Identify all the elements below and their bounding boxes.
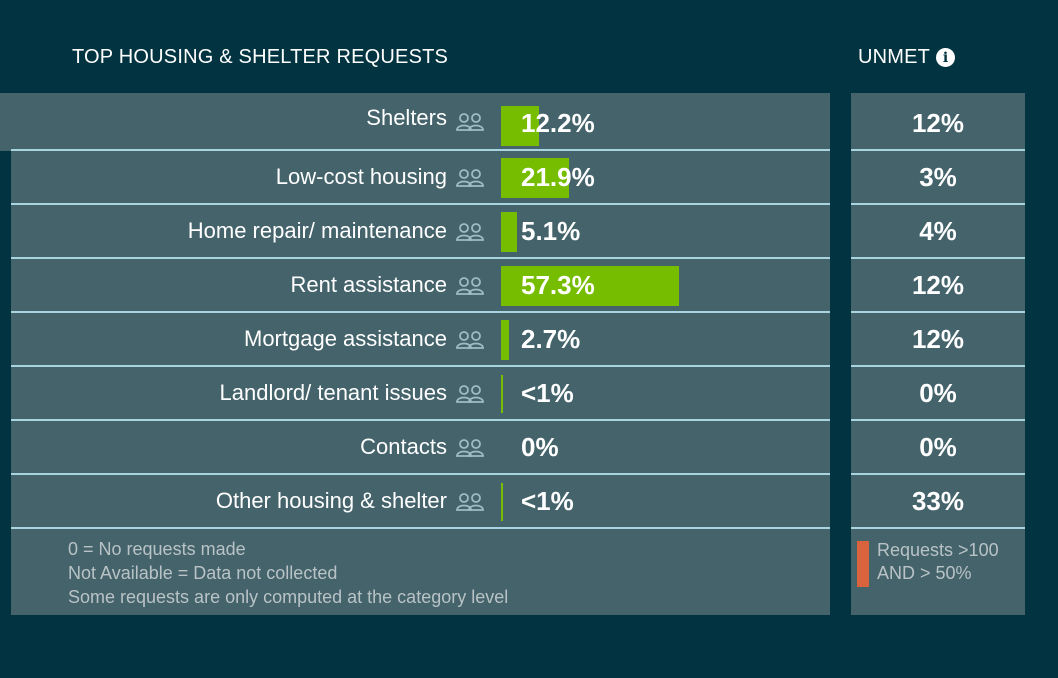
unmet-value: 0% <box>851 367 1025 421</box>
legend-text: Requests >100 AND > 50% <box>877 539 999 587</box>
row-label: Other housing & shelter <box>215 488 447 513</box>
bar <box>501 158 569 198</box>
unmet-value: 12% <box>851 93 1025 151</box>
people-icon <box>455 112 485 132</box>
row-label: Home repair/ maintenance <box>187 218 447 243</box>
bar <box>501 266 679 306</box>
unmet-value: 0% <box>851 421 1025 475</box>
table-row[interactable]: Landlord/ tenant issues <1% <box>11 367 830 421</box>
info-icon[interactable]: i <box>936 48 956 67</box>
table-row[interactable]: Contacts 0% <box>11 421 830 475</box>
page-title: TOP HOUSING & SHELTER REQUESTS <box>72 46 449 68</box>
table-row[interactable]: Shelters 12.2% <box>11 93 830 151</box>
people-icon <box>455 384 485 404</box>
bar-value: 0% <box>521 431 559 462</box>
row-label: Shelters <box>366 105 447 130</box>
row-label: Contacts <box>360 434 447 459</box>
bar-value: 57.3% <box>521 269 595 300</box>
bar-value: <1% <box>521 485 574 516</box>
bar <box>501 320 510 360</box>
footnotes: 0 = No requests made Not Available = Dat… <box>68 537 508 609</box>
bar-value: 2.7% <box>521 323 581 354</box>
footnote-line-3: Some requests are only computed at the c… <box>68 587 509 607</box>
row-label: Landlord/ tenant issues <box>219 380 448 405</box>
table-row[interactable]: Other housing & shelter <1% <box>11 475 830 529</box>
people-icon <box>455 492 485 512</box>
requests-panel: 0 = No requests made Not Available = Dat… <box>11 93 830 615</box>
bar-value: 21.9% <box>521 161 595 192</box>
bar <box>501 375 503 413</box>
panel-left-edge <box>0 93 11 151</box>
row-label: Mortgage assistance <box>244 326 447 351</box>
bar-value: <1% <box>521 377 574 408</box>
people-icon <box>455 438 485 458</box>
unmet-panel: Requests >100 AND > 50% 12% 3% 4% 12% 12% 0% 0… <box>851 93 1025 615</box>
table-row[interactable]: Rent assistance 57.3% <box>11 259 830 313</box>
footnote-line-1: 0 = No requests made <box>68 539 246 559</box>
unmet-value: 33% <box>851 475 1025 529</box>
people-icon <box>455 222 485 242</box>
unmet-title: UNMET <box>858 46 931 68</box>
people-icon <box>455 330 485 350</box>
bar <box>501 106 539 146</box>
bar <box>501 212 517 252</box>
people-icon <box>455 276 485 296</box>
bar-value: 5.1% <box>521 215 581 246</box>
table-row[interactable]: Home repair/ maintenance 5.1% <box>11 205 830 259</box>
unmet-value: 12% <box>851 259 1025 313</box>
unmet-value: 12% <box>851 313 1025 367</box>
table-row[interactable]: Low-cost housing 21.9% <box>11 151 830 205</box>
unmet-value: 4% <box>851 205 1025 259</box>
people-icon <box>455 168 485 188</box>
row-label: Rent assistance <box>290 272 447 297</box>
unmet-value: 3% <box>851 151 1025 205</box>
footnote-line-2: Not Available = Data not collected <box>68 563 338 583</box>
legend-line-1: Requests >100 <box>877 540 999 560</box>
bar-value: 12.2% <box>521 107 595 138</box>
legend-swatch <box>857 541 869 587</box>
unmet-header: UNMET i <box>858 46 956 69</box>
bar <box>501 483 503 521</box>
row-label: Low-cost housing <box>275 164 447 189</box>
legend-line-2: AND > 50% <box>877 563 972 583</box>
table-row[interactable]: Mortgage assistance 2.7% <box>11 313 830 367</box>
legend: Requests >100 AND > 50% <box>857 539 999 587</box>
